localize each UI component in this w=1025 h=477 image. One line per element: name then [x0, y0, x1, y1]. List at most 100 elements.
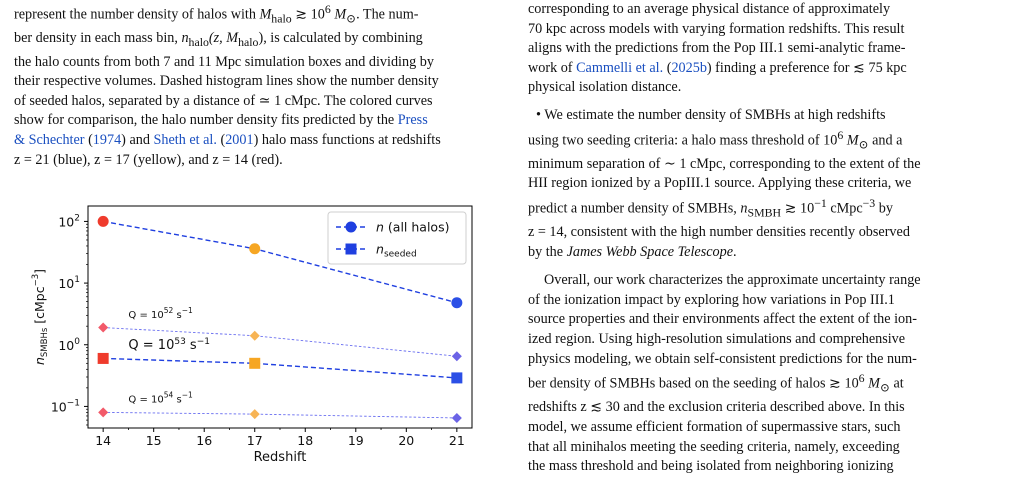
caption-math-sub: ⊙	[346, 11, 357, 26]
series-line	[103, 357, 457, 379]
body-text-span: using two seeding criteria: a halo mass …	[528, 132, 838, 149]
caption-line: & Schechter (1974) and Sheth et al. (200…	[14, 131, 501, 151]
data-point-diamond	[249, 409, 260, 420]
caption-text: represent the number density of halos wi…	[14, 6, 260, 23]
body-line: HII region ionized by a PopIII.1 source.…	[528, 175, 912, 192]
body-line: that all minihalos meeting the seeding c…	[528, 438, 900, 455]
caption-line: represent the number density of halos wi…	[14, 0, 501, 29]
body-text-span: ) finding a preference for ≲ 75 kpc	[706, 59, 907, 76]
chart-axes: 14 15 16 17 18 19 20 21 Redshift 10−1 100 101 102 nSM…	[31, 213, 465, 465]
data-point-diamond	[451, 412, 462, 423]
body-line: physical isolation distance.	[528, 79, 682, 96]
body-line: redshifts z ≲ 30 and the exclusion crite…	[528, 399, 905, 416]
x-tick-label: 19	[348, 433, 364, 448]
body-math-sub: ⊙	[879, 380, 890, 395]
body-text-span: by	[875, 200, 893, 217]
citation-link[interactable]: Press	[397, 112, 428, 129]
body-line: work of Cammelli et al. (2025b) finding …	[528, 59, 1015, 79]
citation-year-link[interactable]: 2001	[225, 131, 254, 148]
caption-line: ber density in each mass bin, nhalo(z, M…	[14, 29, 501, 52]
data-point-circle	[249, 243, 261, 255]
caption-text: (	[84, 131, 93, 148]
legend-marker-square	[345, 243, 357, 255]
legend-label: nseeded	[376, 242, 417, 260]
body-text-span: (	[663, 59, 672, 76]
body-line: aligns with the predictions from the Pop…	[528, 40, 906, 57]
body-math-sub: ⊙	[858, 137, 869, 152]
caption-math-sub: halo	[188, 34, 209, 49]
x-axis-label: Redshift	[254, 450, 307, 465]
caption-math: (z, M	[208, 30, 239, 47]
telescope-name: James Webb Space Telescope	[566, 243, 734, 260]
caption-line: their respective volumes. Dashed histogr…	[14, 73, 439, 90]
body-line: • We estimate the number density of SMBH…	[536, 106, 886, 123]
body-text-span: .	[733, 243, 737, 260]
body-line: Overall, our work characterizes the appr…	[544, 272, 921, 289]
body-line: ized region. Using high-resolution simul…	[528, 331, 906, 348]
x-tick-label: 15	[146, 433, 162, 448]
body-text-span: ber density of SMBHs based on the seedin…	[528, 375, 859, 392]
body-text-span: and a	[868, 132, 903, 149]
q-annotation: Q = 1052 s−1	[128, 306, 193, 321]
data-point-diamond	[98, 407, 109, 418]
body-line: by the James Webb Space Telescope.	[528, 243, 1015, 263]
chart-legend: n (all halos) nseeded	[327, 211, 467, 265]
data-point-square	[249, 357, 261, 369]
body-math: M	[864, 375, 880, 392]
caption-text: ) halo mass functions at redshifts	[253, 131, 441, 148]
caption-text: ≳ 10	[291, 6, 325, 23]
body-math: n	[740, 200, 748, 217]
x-tick-label: 20	[398, 433, 414, 448]
body-line: physics modeling, we obtain self-consist…	[528, 350, 917, 367]
body-line: model, we assume efficient formation of …	[528, 418, 901, 435]
paragraph-gap	[528, 98, 1015, 106]
body-text-span: predict a number density of SMBHs,	[528, 200, 741, 217]
y-axis-label: nSMBHs [cMpc−3]	[31, 269, 50, 365]
smbh-density-chart: 14 15 16 17 18 19 20 21 Redshift 10−1 100 101 102 nSM…	[31, 205, 473, 465]
chart-marks	[97, 215, 463, 423]
caption-math: M	[259, 6, 272, 23]
legend-label: n (all halos)	[376, 220, 449, 235]
body-math: M	[843, 132, 859, 149]
citation-link[interactable]: Sheth et al.	[153, 131, 217, 148]
body-line: 70 kpc across models with varying format…	[528, 20, 905, 37]
body-math-sup: −1	[814, 195, 827, 210]
body-math-sup: 6	[858, 371, 865, 386]
caption-math-sup: 6	[324, 2, 331, 16]
y-tick-label: 100	[58, 337, 80, 353]
body-line: corresponding to an average physical dis…	[528, 1, 891, 17]
caption-math-sub: halo	[271, 11, 292, 26]
legend-marker-circle	[345, 221, 357, 233]
figure-caption: represent the number density of halos wi…	[14, 0, 501, 170]
body-line: the mass threshold and being isolated fr…	[528, 458, 894, 475]
x-tick-label: 17	[247, 433, 263, 448]
body-line: predict a number density of SMBHs, nSMBH…	[528, 194, 1015, 223]
caption-text: (	[216, 131, 226, 148]
q-annotation: Q = 1053 s−1	[128, 337, 210, 353]
series-line	[103, 327, 457, 357]
body-line: of the ionization impact by exploring ho…	[528, 291, 895, 308]
caption-text: show for comparison, the halo number den…	[14, 112, 398, 129]
y-tick-label: 10−1	[51, 398, 80, 414]
data-point-square	[451, 372, 463, 384]
caption-text: ber density in each mass bin,	[14, 30, 182, 47]
body-line: source properties and their environments…	[528, 311, 917, 328]
body-line: using two seeding criteria: a halo mass …	[528, 126, 1015, 155]
legend-box	[327, 211, 467, 265]
caption-math-sub: halo	[238, 34, 259, 49]
citation-year-link[interactable]: 1974	[92, 131, 122, 148]
body-text-span: by the	[528, 243, 567, 260]
body-text-span: at	[889, 375, 904, 392]
caption-text: . The num-	[356, 6, 419, 23]
x-tick-label: 18	[297, 433, 313, 448]
body-line: minimum separation of ∼ 1 cMpc, correspo…	[528, 155, 921, 172]
citation-link[interactable]: Cammelli et al.	[576, 59, 664, 76]
caption-line: show for comparison, the halo number den…	[14, 111, 501, 131]
caption-line: of seeded halos, separated by a distance…	[14, 92, 433, 109]
x-tick-label: 16	[196, 433, 212, 448]
body-text-span: ≳ 10	[781, 200, 815, 217]
citation-link[interactable]: & Schechter	[14, 131, 85, 148]
data-point-circle	[451, 297, 463, 309]
series-line	[103, 411, 457, 419]
citation-year-link[interactable]: 2025b	[671, 59, 707, 76]
